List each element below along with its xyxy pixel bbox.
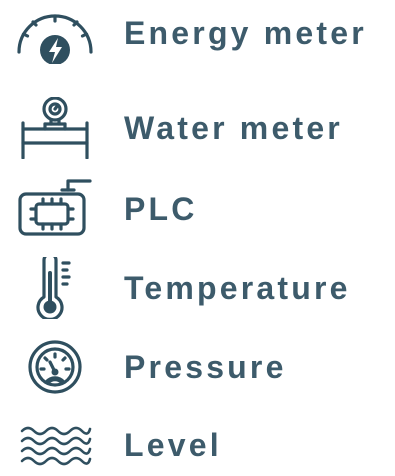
legend-label-level: Level (124, 427, 222, 463)
legend-label-temperature: Temperature (124, 270, 351, 306)
plc-icon (14, 178, 96, 240)
legend-label-pressure: Pressure (124, 349, 287, 385)
legend-label-water-meter: Water meter (124, 110, 343, 146)
legend-label-plc: PLC (124, 191, 198, 227)
legend-item-water-meter: Water meter (0, 97, 395, 159)
sensor-legend: Energy meter (0, 2, 395, 466)
level-waves-icon (14, 414, 96, 476)
legend-label-energy-meter: Energy meter (124, 15, 367, 51)
legend-item-pressure: Pressure (0, 336, 395, 398)
legend-item-energy-meter: Energy meter (0, 2, 395, 64)
legend-item-plc: PLC (0, 178, 395, 240)
pressure-gauge-icon (14, 336, 96, 398)
thermometer-icon (14, 257, 96, 319)
legend-item-temperature: Temperature (0, 257, 395, 319)
water-meter-icon (14, 97, 96, 159)
energy-meter-icon (14, 2, 96, 64)
legend-item-level: Level (0, 414, 395, 476)
